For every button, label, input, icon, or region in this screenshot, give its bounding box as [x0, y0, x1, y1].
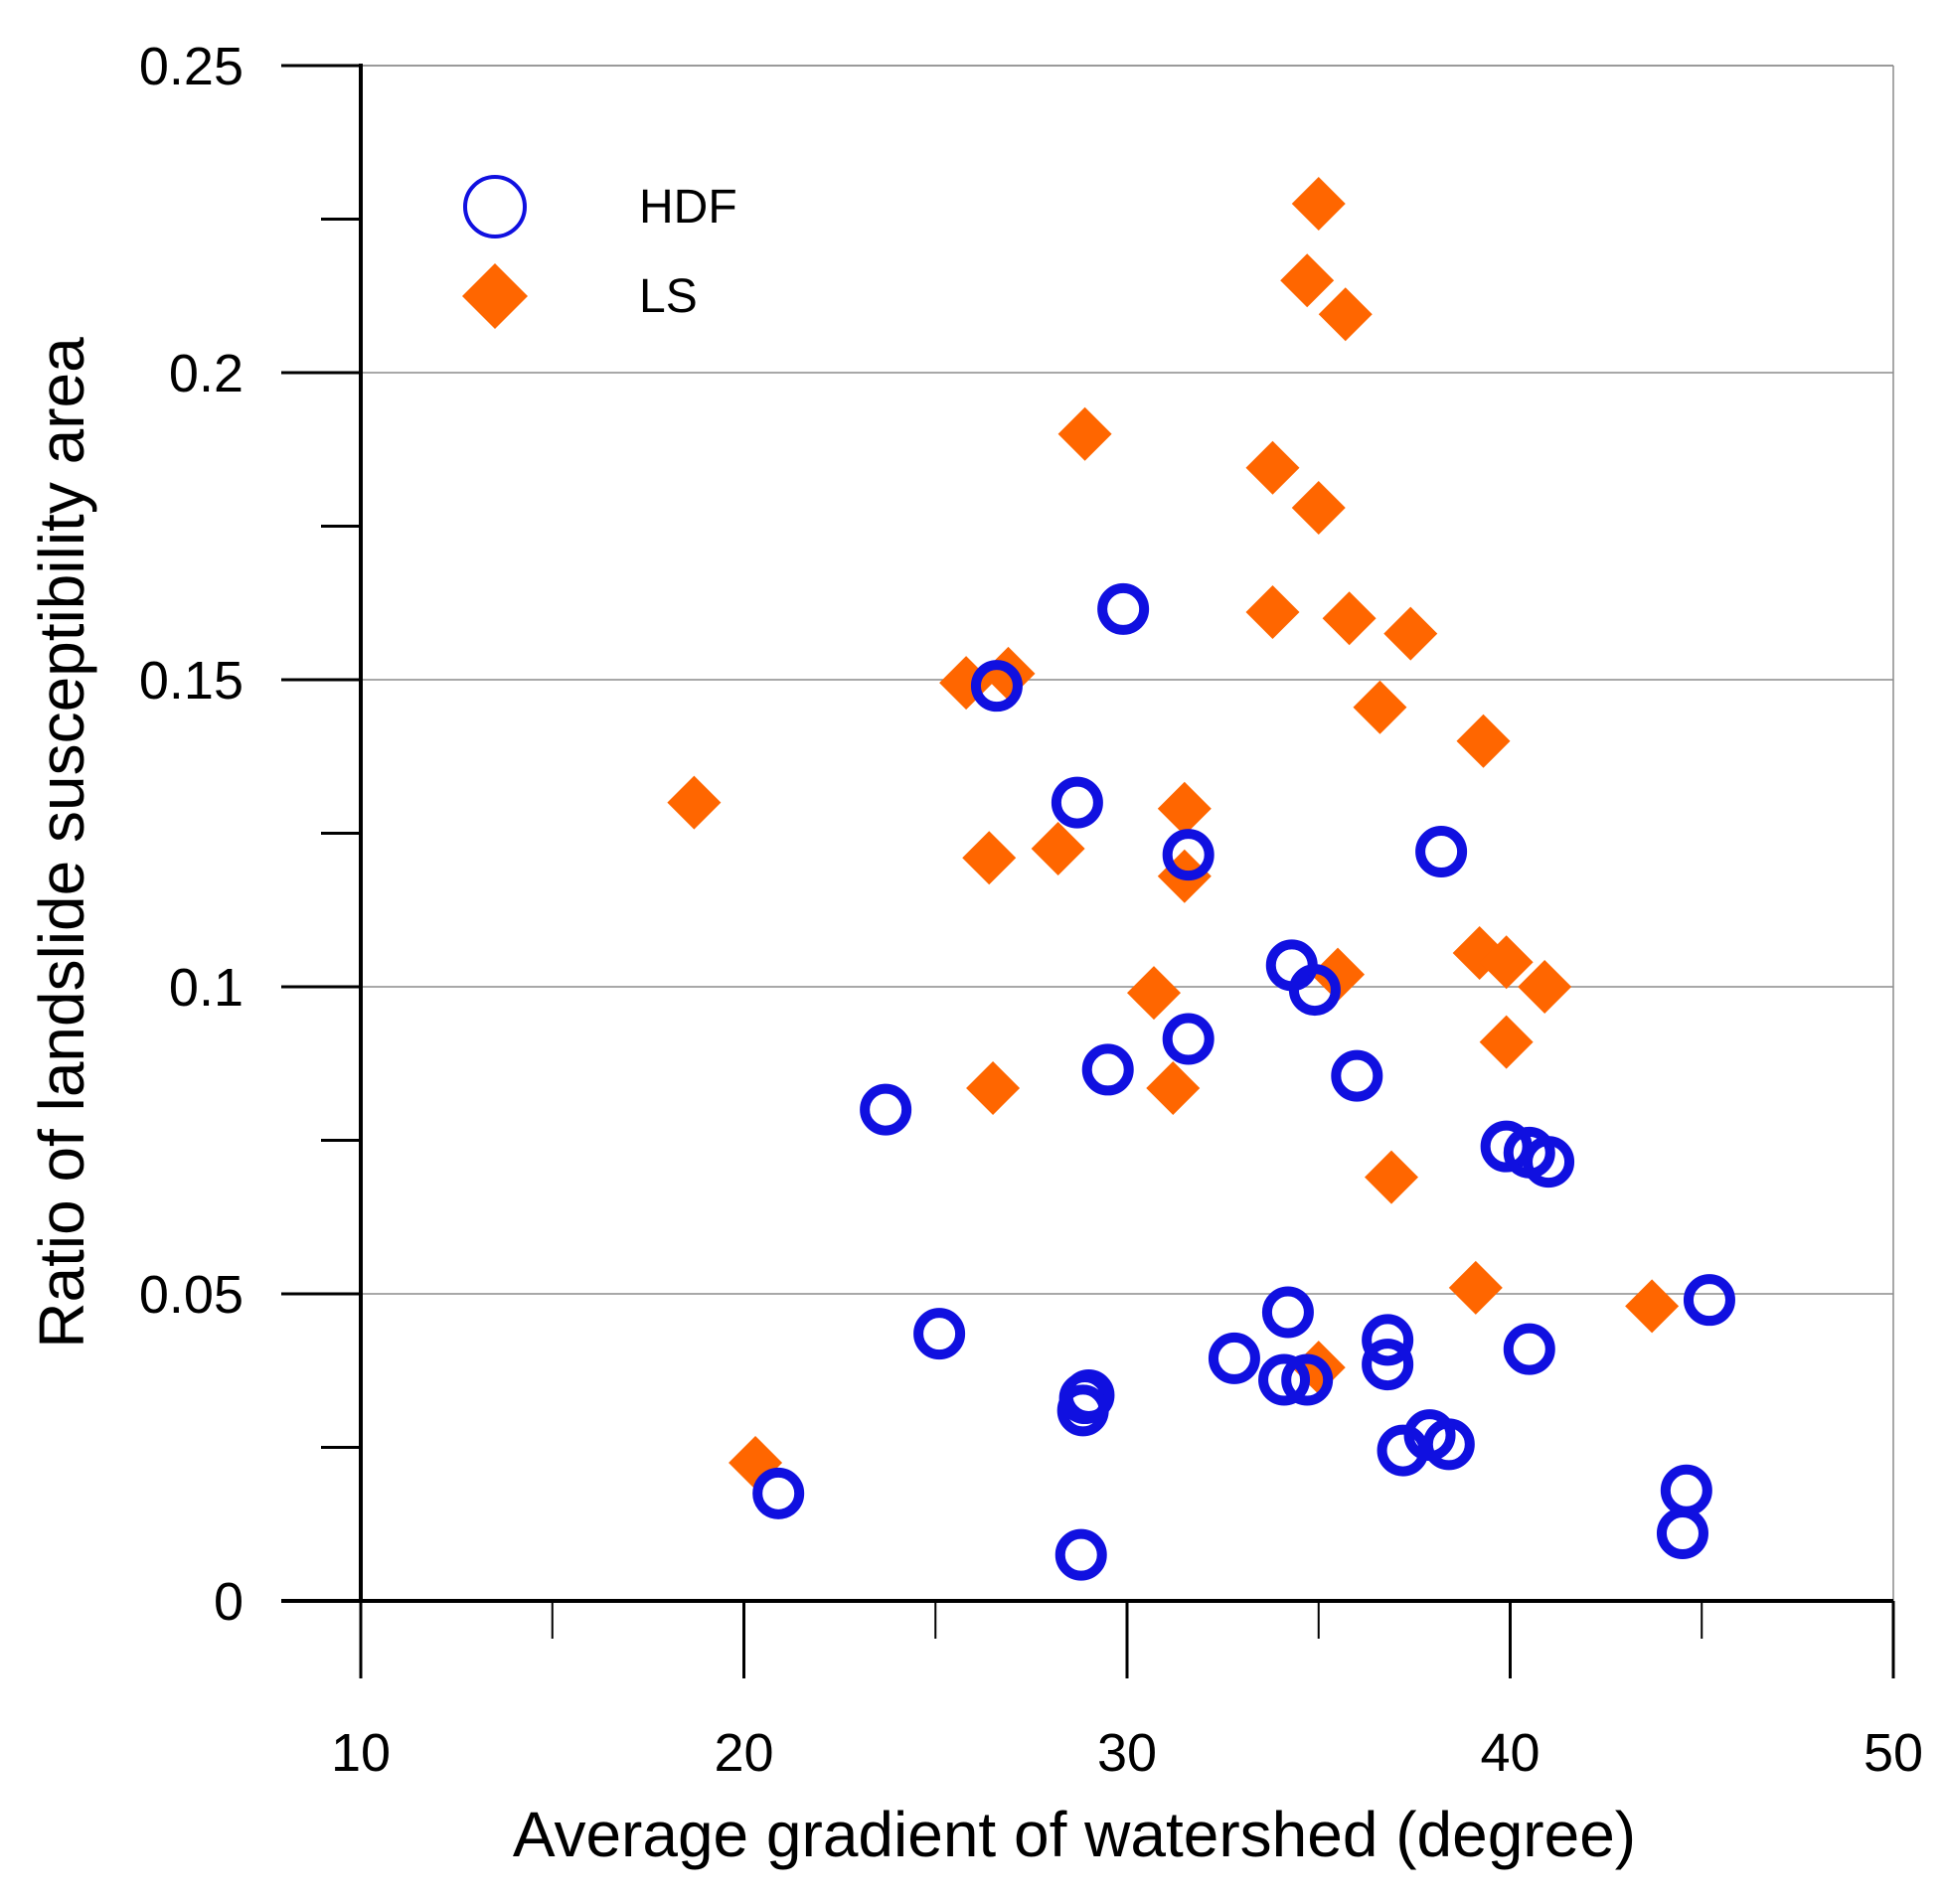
hdf-point	[1523, 1136, 1575, 1189]
y-tick-label: 0.15	[139, 651, 243, 711]
ls-point	[729, 1435, 783, 1490]
ls-point	[1353, 680, 1407, 734]
legend-hdf-marker	[463, 175, 527, 238]
x-tick-label: 30	[1097, 1723, 1157, 1783]
y-axis-title: Ratio of landslide susceptibility area	[26, 337, 97, 1349]
hdf-point	[1054, 1528, 1107, 1581]
hdf-point	[860, 1083, 912, 1136]
hdf-point	[1288, 964, 1341, 1017]
ls-point	[1245, 440, 1300, 495]
x-tick-label: 10	[331, 1723, 391, 1783]
ls-point	[1291, 177, 1346, 232]
ls-point	[1364, 1150, 1418, 1204]
ls-point	[1456, 714, 1511, 768]
hdf-point	[1362, 1339, 1414, 1391]
ls-point	[1518, 960, 1572, 1014]
data-points	[667, 177, 1735, 1581]
hdf-point	[1162, 1013, 1215, 1065]
hdf-point	[1362, 1314, 1414, 1366]
legend-ls-marker	[462, 263, 528, 329]
y-tick-label: 0.25	[139, 37, 243, 96]
hdf-point	[1162, 829, 1215, 881]
hdf-point	[1480, 1120, 1533, 1173]
ls-point	[1311, 947, 1366, 1002]
legend: HDF LS	[462, 175, 737, 329]
hdf-point	[1281, 1353, 1334, 1406]
legend-ls-label: LS	[639, 270, 698, 323]
y-tick-label: 0.2	[169, 344, 243, 403]
ls-point	[962, 831, 1017, 885]
ls-point	[1031, 821, 1085, 875]
ls-point	[1146, 1060, 1201, 1115]
ls-point	[1318, 287, 1373, 342]
x-axis-title: Average gradient of watershed (degree)	[513, 1799, 1636, 1870]
ls-point	[1625, 1279, 1680, 1334]
ls-point	[1280, 253, 1335, 308]
y-tick-label: 0.1	[169, 958, 243, 1018]
ls-point	[667, 775, 722, 830]
hdf-point	[913, 1308, 966, 1360]
hdf-point	[1261, 1286, 1314, 1339]
hdf-point	[1081, 1043, 1134, 1096]
hdf-point	[1208, 1332, 1260, 1384]
hdf-point	[1660, 1464, 1712, 1516]
hdf-point	[970, 660, 1023, 713]
ls-point	[1479, 935, 1534, 990]
ls-point	[1157, 781, 1212, 836]
plot-frame	[361, 65, 1894, 1601]
y-tick-label: 0.05	[139, 1265, 243, 1325]
axes: 0 0.05 0.1 0.15 0.2 0.25 10 20 30 40 50	[139, 37, 1923, 1783]
y-tick-label: 0	[214, 1572, 243, 1632]
legend-hdf-label: HDF	[639, 181, 737, 234]
hdf-point	[1051, 776, 1103, 829]
hdf-point	[1683, 1274, 1735, 1327]
ls-point	[1479, 1015, 1534, 1069]
ls-point	[1057, 406, 1112, 461]
ls-point	[1383, 606, 1438, 661]
hdf-point	[1056, 1384, 1109, 1437]
ls-point	[1245, 585, 1300, 640]
hdf-point	[1415, 826, 1468, 878]
x-tick-label: 40	[1480, 1723, 1540, 1783]
ls-point	[1448, 1260, 1503, 1315]
hdf-point	[1097, 582, 1150, 635]
hdf-point	[1258, 1353, 1311, 1406]
hdf-point	[752, 1467, 805, 1519]
ls-point	[1291, 480, 1346, 535]
ls-point	[966, 1060, 1021, 1115]
ls-point	[1322, 591, 1377, 646]
ls-point	[1126, 966, 1181, 1021]
x-tick-label: 50	[1864, 1723, 1923, 1783]
hdf-point	[1331, 1049, 1383, 1102]
hdf-point	[1656, 1507, 1708, 1560]
grid-layer	[361, 65, 1893, 1295]
x-tick-label: 20	[714, 1723, 773, 1783]
hdf-point	[1422, 1418, 1475, 1471]
hdf-point	[1503, 1323, 1555, 1375]
